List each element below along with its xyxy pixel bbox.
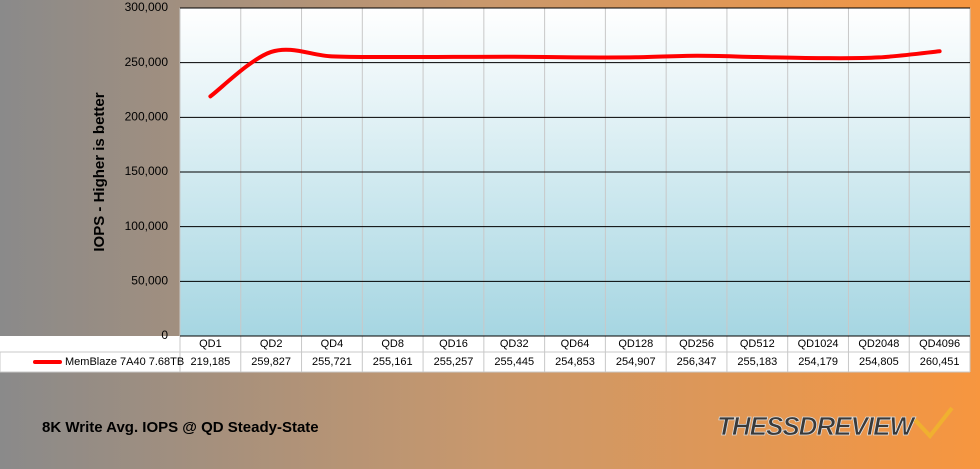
data-label: 255,183 — [737, 356, 777, 368]
x-tick-label: QD32 — [500, 338, 529, 350]
data-label: 255,161 — [373, 356, 413, 368]
data-label: 256,347 — [677, 356, 717, 368]
data-label: 260,451 — [920, 356, 960, 368]
x-tick-label: QD1 — [199, 338, 222, 350]
y-tick-label: 50,000 — [131, 274, 168, 288]
data-label: 254,853 — [555, 356, 595, 368]
y-axis-title: IOPS - Higher is better — [91, 92, 108, 251]
x-tick-label: QD1024 — [798, 338, 839, 350]
logo-check — [913, 406, 954, 440]
data-label: 255,257 — [434, 356, 474, 368]
x-tick-label: QD4096 — [919, 338, 960, 350]
data-label: 255,721 — [312, 356, 352, 368]
data-label: 254,805 — [859, 356, 899, 368]
x-tick-label: QD16 — [439, 338, 468, 350]
logo: THESSDREVIEW — [717, 411, 916, 441]
data-label: 254,907 — [616, 356, 656, 368]
y-tick-label: 250,000 — [125, 55, 169, 69]
y-tick-label: 100,000 — [125, 219, 169, 233]
data-table — [0, 336, 970, 372]
x-tick-label: QD64 — [561, 338, 590, 350]
data-label: 254,179 — [798, 356, 838, 368]
x-tick-label: QD2048 — [858, 338, 899, 350]
y-tick-label: 300,000 — [125, 0, 169, 14]
y-tick-label: 150,000 — [125, 164, 169, 178]
chart-title: 8K Write Avg. IOPS @ QD Steady-State — [42, 419, 319, 436]
y-tick-label: 0 — [161, 328, 168, 342]
x-tick-label: QD512 — [740, 338, 775, 350]
x-tick-label: QD4 — [321, 338, 344, 350]
data-label: 259,827 — [251, 356, 291, 368]
series-line — [208, 47, 942, 99]
y-tick-label: 200,000 — [125, 110, 169, 124]
x-tick-label: QD8 — [381, 338, 404, 350]
x-tick-label: QD128 — [618, 338, 653, 350]
x-tick-label: QD2 — [260, 338, 283, 350]
x-tick-label: QD256 — [679, 338, 714, 350]
legend-label: MemBlaze 7A40 7.68TB — [65, 356, 184, 368]
data-label: 219,185 — [191, 356, 231, 368]
data-label: 255,445 — [494, 356, 534, 368]
